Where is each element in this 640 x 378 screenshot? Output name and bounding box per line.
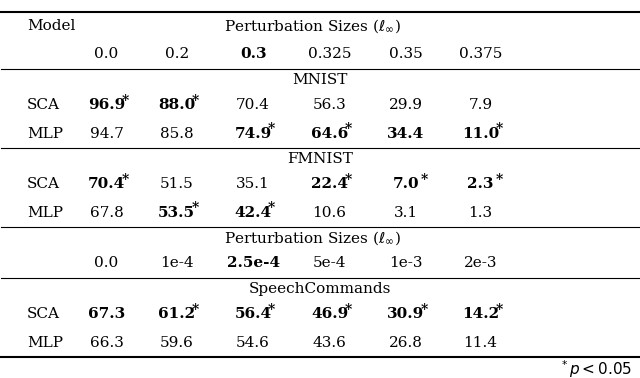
- Text: 0.3: 0.3: [240, 47, 266, 61]
- Text: 0.325: 0.325: [308, 47, 351, 61]
- Text: 56.3: 56.3: [313, 98, 346, 112]
- Text: 2e-3: 2e-3: [464, 256, 497, 270]
- Text: *: *: [191, 94, 198, 108]
- Text: 30.9: 30.9: [387, 307, 425, 321]
- Text: Model: Model: [27, 19, 76, 33]
- Text: 26.8: 26.8: [389, 336, 423, 350]
- Text: *: *: [268, 303, 275, 317]
- Text: *: *: [121, 94, 129, 108]
- Text: $^*p < 0.05$: $^*p < 0.05$: [559, 359, 632, 378]
- Text: 56.4: 56.4: [234, 307, 271, 321]
- Text: SCA: SCA: [27, 177, 60, 191]
- Text: *: *: [268, 122, 275, 136]
- Text: MLP: MLP: [27, 336, 63, 350]
- Text: *: *: [344, 122, 351, 136]
- Text: 1.3: 1.3: [468, 206, 493, 220]
- Text: 85.8: 85.8: [160, 127, 193, 141]
- Text: *: *: [495, 173, 502, 187]
- Text: MLP: MLP: [27, 127, 63, 141]
- Text: *: *: [420, 303, 428, 317]
- Text: 0.375: 0.375: [459, 47, 502, 61]
- Text: 7.9: 7.9: [468, 98, 493, 112]
- Text: 3.1: 3.1: [394, 206, 418, 220]
- Text: 22.4: 22.4: [311, 177, 348, 191]
- Text: SpeechCommands: SpeechCommands: [249, 282, 391, 296]
- Text: Perturbation Sizes ($\ell_\infty$): Perturbation Sizes ($\ell_\infty$): [224, 229, 401, 247]
- Text: 7.0: 7.0: [393, 177, 419, 191]
- Text: *: *: [344, 303, 351, 317]
- Text: 88.0: 88.0: [158, 98, 195, 112]
- Text: 0.0: 0.0: [95, 256, 118, 270]
- Text: *: *: [344, 173, 351, 187]
- Text: SCA: SCA: [27, 307, 60, 321]
- Text: 94.7: 94.7: [90, 127, 124, 141]
- Text: 70.4: 70.4: [236, 98, 270, 112]
- Text: 51.5: 51.5: [160, 177, 193, 191]
- Text: 66.3: 66.3: [90, 336, 124, 350]
- Text: 74.9: 74.9: [234, 127, 272, 141]
- Text: MNIST: MNIST: [292, 73, 348, 87]
- Text: MLP: MLP: [27, 206, 63, 220]
- Text: Perturbation Sizes ($\ell_\infty$): Perturbation Sizes ($\ell_\infty$): [224, 17, 401, 35]
- Text: 59.6: 59.6: [160, 336, 193, 350]
- Text: 67.8: 67.8: [90, 206, 124, 220]
- Text: 61.2: 61.2: [158, 307, 195, 321]
- Text: 96.9: 96.9: [88, 98, 125, 112]
- Text: 2.5e-4: 2.5e-4: [227, 256, 280, 270]
- Text: 70.4: 70.4: [88, 177, 125, 191]
- Text: 1e-3: 1e-3: [389, 256, 423, 270]
- Text: 11.0: 11.0: [462, 127, 499, 141]
- Text: 42.4: 42.4: [234, 206, 271, 220]
- Text: 0.35: 0.35: [389, 47, 423, 61]
- Text: 29.9: 29.9: [389, 98, 423, 112]
- Text: 1e-4: 1e-4: [160, 256, 193, 270]
- Text: 54.6: 54.6: [236, 336, 270, 350]
- Text: FMNIST: FMNIST: [287, 152, 353, 166]
- Text: 11.4: 11.4: [463, 336, 497, 350]
- Text: 43.6: 43.6: [312, 336, 346, 350]
- Text: *: *: [268, 201, 275, 215]
- Text: 2.3: 2.3: [467, 177, 494, 191]
- Text: 64.6: 64.6: [311, 127, 348, 141]
- Text: 53.5: 53.5: [158, 206, 195, 220]
- Text: 0.2: 0.2: [164, 47, 189, 61]
- Text: 34.4: 34.4: [387, 127, 425, 141]
- Text: *: *: [495, 122, 502, 136]
- Text: 0.0: 0.0: [95, 47, 118, 61]
- Text: 46.9: 46.9: [311, 307, 348, 321]
- Text: 67.3: 67.3: [88, 307, 125, 321]
- Text: *: *: [420, 173, 428, 187]
- Text: SCA: SCA: [27, 98, 60, 112]
- Text: 35.1: 35.1: [236, 177, 270, 191]
- Text: 14.2: 14.2: [462, 307, 499, 321]
- Text: *: *: [191, 201, 198, 215]
- Text: 10.6: 10.6: [312, 206, 346, 220]
- Text: 5e-4: 5e-4: [313, 256, 346, 270]
- Text: *: *: [495, 303, 502, 317]
- Text: *: *: [191, 303, 198, 317]
- Text: *: *: [121, 173, 129, 187]
